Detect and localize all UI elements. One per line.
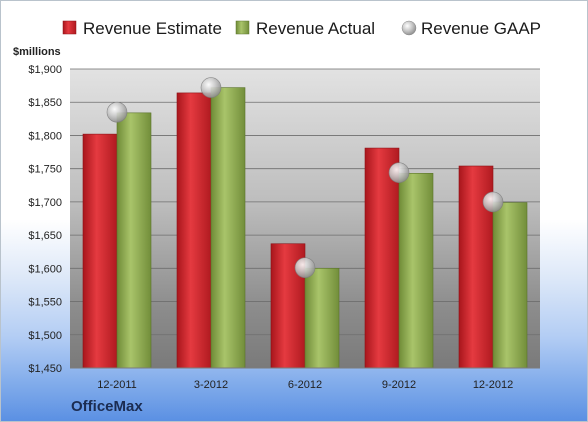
- legend-label-revenue-estimate: Revenue Estimate: [83, 19, 222, 38]
- x-tick-label: 12-2011: [97, 379, 137, 391]
- company-name: OfficeMax: [71, 398, 143, 415]
- bar-revenue-actual: [210, 87, 246, 369]
- x-tick-label: 9-2012: [382, 379, 416, 391]
- legend-item-revenue-actual: Revenue Actual: [235, 19, 375, 38]
- y-tick-label: $1,900: [28, 64, 62, 76]
- gaap-markers: [106, 77, 504, 278]
- bar-revenue-actual: [304, 268, 340, 369]
- bar-revenue-actual: [398, 173, 434, 369]
- bar-revenue-estimate: [82, 133, 118, 369]
- legend-label-revenue-actual: Revenue Actual: [256, 19, 375, 38]
- x-axis-ticks: 12-2011 3-2012 6-2012 9-2012 12-2012: [97, 379, 513, 391]
- y-axis-ticks: $1,450 $1,500 $1,550 $1,600 $1,650 $1,700 $1,7…: [28, 64, 62, 375]
- bars: [82, 87, 528, 369]
- legend-item-revenue-estimate: Revenue Estimate: [62, 19, 222, 38]
- x-tick-label: 3-2012: [194, 379, 228, 391]
- bar-revenue-actual: [116, 112, 152, 369]
- legend-swatch-revenue-estimate: [62, 20, 77, 35]
- gaap-marker: [482, 191, 504, 213]
- gaap-marker: [294, 257, 316, 278]
- y-tick-label: $1,600: [28, 263, 62, 275]
- y-tick-label: $1,650: [28, 230, 62, 242]
- legend-swatch-revenue-gaap: [401, 20, 417, 36]
- y-tick-label: $1,500: [28, 330, 62, 342]
- y-axis-label: $millions: [13, 46, 61, 58]
- legend-item-revenue-gaap: Revenue GAAP: [401, 19, 541, 38]
- gaap-marker: [200, 77, 222, 98]
- y-tick-label: $1,750: [28, 164, 62, 176]
- bar-revenue-estimate: [176, 92, 212, 369]
- y-tick-label: $1,700: [28, 197, 62, 209]
- bar-revenue-estimate: [458, 165, 494, 369]
- legend: Revenue Estimate Revenue Actual Revenue …: [62, 19, 541, 38]
- legend-swatch-revenue-actual: [235, 20, 250, 35]
- x-tick-label: 6-2012: [288, 379, 322, 391]
- gaap-marker: [106, 101, 128, 123]
- y-tick-label: $1,800: [28, 130, 62, 142]
- y-tick-label: $1,450: [28, 363, 62, 375]
- x-tick-label: 12-2012: [473, 379, 513, 391]
- y-tick-label: $1,550: [28, 297, 62, 309]
- gaap-marker: [388, 162, 410, 183]
- bar-revenue-actual: [492, 202, 528, 369]
- bar-revenue-estimate: [364, 147, 400, 369]
- legend-label-revenue-gaap: Revenue GAAP: [421, 19, 541, 38]
- y-tick-label: $1,850: [28, 97, 62, 109]
